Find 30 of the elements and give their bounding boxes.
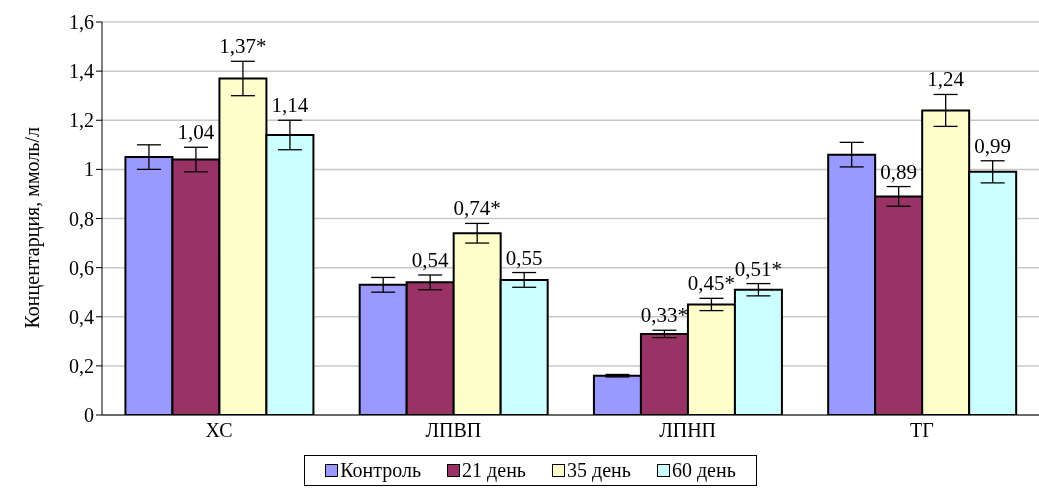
data-label: 0,55 [505,245,543,270]
y-tick-label: 1 [84,158,94,181]
data-label: 0,99 [974,133,1012,158]
y-tick-label: 1,4 [69,60,94,83]
legend-label: Контроль [339,459,422,482]
y-tick-label: 0 [84,404,94,427]
y-tick-label: 0,8 [69,207,94,230]
legend-label: 60 день [670,459,736,482]
data-label: 0,45* [687,271,736,296]
y-tick-label: 0,2 [69,354,94,377]
data-label: 0,74* [453,196,501,221]
y-axis-title: Концентарция, ммоль/л [21,127,45,329]
y-tick-label: 1,2 [69,109,94,132]
data-label: 0,51* [734,256,783,281]
x-tick-label: ХС [205,419,233,442]
data-label: 1,24 [927,67,965,92]
data-label: 1,04 [177,120,215,145]
y-tick-label: 0,6 [69,256,94,279]
data-label: 1,14 [271,93,309,118]
legend-label: 35 день [566,459,631,482]
data-label: 1,37* [219,34,267,59]
legend-label: 21 день [461,459,526,482]
x-tick-label: ЛПНП [659,419,717,442]
x-tick-label: ТГ [909,419,934,442]
y-tick-label: 0,4 [69,305,94,328]
data-label: 0,89 [880,159,918,184]
data-label: 0,54 [411,247,450,272]
x-tick-label: ЛПВП [425,419,482,442]
y-tick-label: 1,6 [69,11,94,34]
data-label: 0,33* [640,303,689,328]
